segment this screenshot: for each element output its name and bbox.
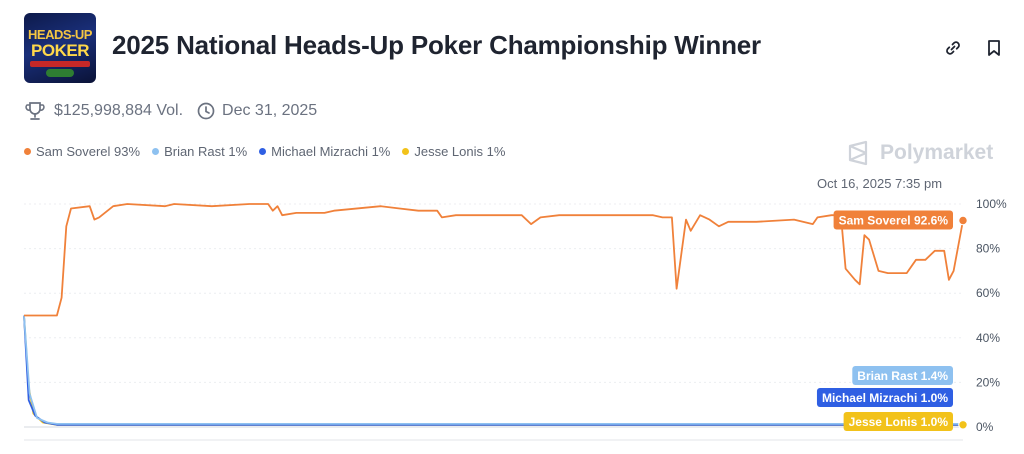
link-icon bbox=[946, 41, 960, 55]
legend-item-brian-rast: Brian Rast 1% bbox=[152, 144, 247, 159]
end-label-michael-mizrachi: Michael Mizrachi 1.0% bbox=[822, 391, 948, 405]
series-line-sam-soverel bbox=[24, 203, 964, 317]
legend-label: Jesse Lonis 1% bbox=[414, 144, 506, 159]
legend-label: Michael Mizrachi 1% bbox=[271, 144, 391, 159]
price-chart[interactable]: 0% 20% 40% 60% 80% 100% Sam Soverel 92.6% Brian… bbox=[0, 180, 1024, 454]
market-logo: HEADS-UP POKER bbox=[24, 13, 96, 83]
copy-link-button[interactable] bbox=[943, 38, 963, 58]
legend-dot bbox=[24, 148, 31, 155]
trophy-icon bbox=[25, 102, 45, 120]
legend-label: Sam Soverel 93% bbox=[36, 144, 141, 159]
legend-dot bbox=[259, 148, 267, 155]
end-marker-jesse-lonis bbox=[958, 420, 968, 430]
polymarket-logo-icon bbox=[848, 140, 868, 166]
market-title: 2025 National Heads-Up Poker Championshi… bbox=[112, 30, 761, 60]
y-tick-label: 80% bbox=[976, 242, 1000, 256]
logo-chips bbox=[46, 69, 74, 77]
polymarket-wordmark: Polymarket bbox=[880, 141, 994, 164]
legend-item-michael-mizrachi: Michael Mizrachi 1% bbox=[259, 144, 390, 159]
logo-band bbox=[30, 61, 90, 67]
y-tick-label: 20% bbox=[976, 375, 1000, 389]
legend-item-jesse-lonis: Jesse Lonis 1% bbox=[402, 144, 505, 159]
end-label-box-michael-mizrachi bbox=[816, 388, 953, 407]
hover-timestamp: Oct 16, 2025 7:35 pm bbox=[817, 176, 943, 191]
clock-icon bbox=[197, 102, 215, 120]
end-label-box-jesse-lonis bbox=[843, 412, 953, 431]
bookmark-button[interactable] bbox=[984, 38, 1004, 58]
end-marker-sam-soverel bbox=[958, 215, 968, 226]
end-date-text: Dec 31, 2025 bbox=[222, 102, 318, 119]
end-label-jesse-lonis: Jesse Lonis 1.0% bbox=[849, 415, 949, 429]
y-tick-label: 60% bbox=[976, 286, 1000, 300]
series-line-brian-rast bbox=[23, 315, 963, 425]
end-label-brian-rast: Brian Rast 1.4% bbox=[857, 369, 948, 383]
end-label-sam-soverel: Sam Soverel 92.6% bbox=[839, 214, 949, 228]
series-line-michael-mizrachi bbox=[23, 315, 963, 426]
series-line-jesse-lonis bbox=[23, 315, 963, 426]
end-label-box-brian-rast bbox=[852, 366, 953, 385]
market-meta: $125,998,884 Vol. Dec 31, 2025 bbox=[24, 100, 317, 122]
legend-item-sam-soverel: Sam Soverel 93% bbox=[24, 144, 140, 159]
legend-dot bbox=[152, 148, 160, 155]
chart-legend: Sam Soverel 93% Brian Rast 1% Michael Mi… bbox=[24, 144, 517, 159]
y-tick-label: 100% bbox=[976, 197, 1007, 211]
bookmark-icon bbox=[988, 40, 1000, 56]
polymarket-watermark: Polymarket bbox=[846, 140, 993, 166]
legend-dot bbox=[402, 148, 410, 155]
volume-text: $125,998,884 Vol. bbox=[54, 102, 184, 119]
y-tick-label: 40% bbox=[976, 331, 1000, 345]
end-label-box-sam-soverel bbox=[833, 210, 953, 230]
logo-text-line1: HEADS-UP bbox=[28, 27, 92, 42]
legend-label: Brian Rast 1% bbox=[164, 144, 248, 159]
logo-text-line2: POKER bbox=[31, 41, 89, 60]
y-tick-label: 0% bbox=[976, 420, 994, 434]
